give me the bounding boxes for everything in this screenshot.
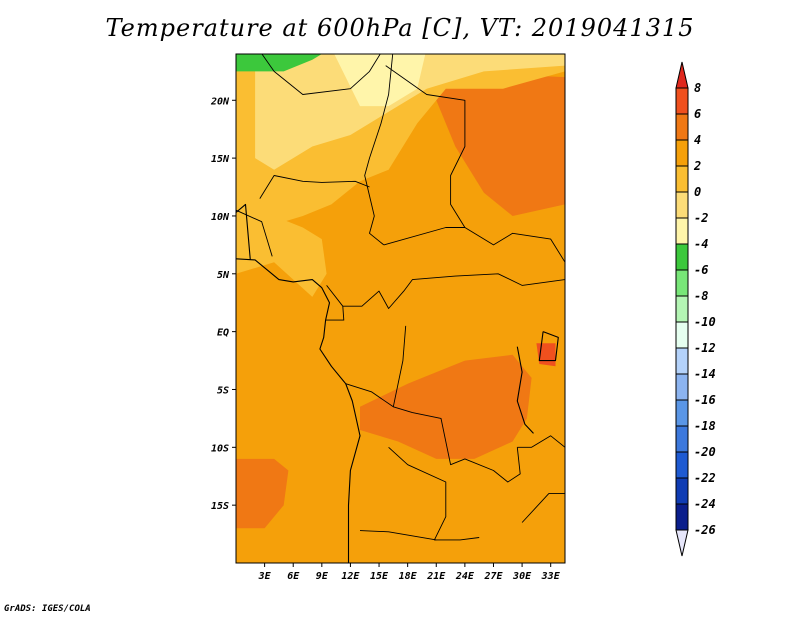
temp-region-west-cool-band (236, 192, 327, 297)
colorbar-bottom-arrow (675, 529, 689, 557)
colorbar-segment (675, 87, 689, 115)
coastline-2 (516, 346, 534, 434)
colorbar-segment (675, 425, 689, 453)
country-border-12 (521, 493, 565, 523)
y-tick-label: 5N (217, 270, 230, 281)
temp-region-north-colder (255, 54, 565, 170)
colorbar-label: 6 (694, 107, 701, 121)
colorbar-label: 0 (694, 185, 701, 199)
colorbar-label: -6 (694, 263, 708, 277)
x-tick-label: 15E (370, 571, 389, 582)
y-tick-label: 5S (217, 385, 229, 396)
x-tick-label: 27E (483, 571, 503, 582)
colorbar-segment (675, 139, 689, 167)
coastline-3 (538, 331, 559, 362)
grads-credit: GrADS: IGES/COLA (4, 604, 91, 614)
y-tick-label: 20N (210, 96, 230, 107)
colorbar-segment (675, 503, 689, 531)
country-border-2 (385, 65, 466, 228)
colorbar-label: -16 (694, 393, 716, 407)
colorbar-label: -26 (694, 523, 716, 537)
colorbar-segment (675, 399, 689, 427)
country-border-8 (345, 383, 521, 483)
x-tick-label: 21E (426, 571, 446, 582)
country-border-6 (383, 227, 565, 263)
x-tick-label: 30E (512, 571, 532, 582)
colorbar-segment (675, 347, 689, 375)
country-border-4 (236, 209, 273, 257)
colorbar: 8 6 4 2 0 -2 -4 -6 -8 -10 -12 -14 -16 -18 -20 -22 -24 -26 (675, 61, 716, 557)
colorbar-segment (675, 165, 689, 193)
x-tick-label: 9E (316, 571, 329, 582)
colorbar-label: -12 (694, 341, 716, 355)
temp-region-southwest-warm (236, 458, 289, 529)
colorbar-label: -20 (694, 445, 716, 459)
colorbar-segment (675, 113, 689, 141)
colorbar-label: 8 (694, 81, 701, 95)
y-tick-label: 10S (211, 443, 229, 454)
colorbar-segment (675, 243, 689, 271)
colorbar-label: -24 (694, 497, 716, 511)
colorbar-segment (675, 191, 689, 219)
x-tick-label: 12E (341, 571, 360, 582)
y-tick-label: 10N (211, 212, 230, 223)
x-tick-label: 6E (287, 571, 300, 582)
colorbar-segment (675, 269, 689, 297)
colorbar-label: 2 (693, 159, 701, 173)
country-border-7 (325, 306, 345, 321)
colorbar-label: -22 (694, 471, 716, 485)
colorbar-label: -2 (694, 211, 708, 225)
plot-frame (235, 53, 566, 564)
y-tick-label: 15N (211, 154, 230, 165)
country-border-9 (388, 446, 480, 541)
colorbar-segment (675, 217, 689, 245)
colorbar-top-arrow (675, 61, 689, 89)
x-tick-label: 24E (455, 571, 475, 582)
country-border-5 (326, 273, 565, 309)
colorbar-label: -10 (694, 315, 716, 329)
colorbar-segment (675, 321, 689, 349)
temp-region-south-center-warm (360, 354, 532, 459)
y-tick-label: 15S (211, 501, 229, 512)
colorbar-segment (675, 477, 689, 505)
map-plot-area (236, 54, 565, 563)
country-border-10 (359, 530, 437, 541)
x-tick-label: 33E (541, 571, 561, 582)
y-tick-label: EQ (217, 328, 229, 339)
colorbar-label: -18 (694, 419, 716, 433)
country-border-1 (364, 54, 394, 246)
temp-region-north-green (236, 54, 322, 72)
country-border-11 (517, 435, 565, 448)
colorbar-label: -8 (694, 289, 708, 303)
temp-region-far-east-pocket (536, 343, 556, 367)
colorbar-label: -4 (694, 237, 708, 251)
colorbar-label: 4 (694, 133, 701, 147)
colorbar-label: -14 (694, 367, 716, 381)
chart-title: Temperature at 600hPa [C], VT: 201904131… (105, 14, 695, 42)
x-tick-label: 18E (399, 571, 418, 582)
coastline-0 (236, 258, 361, 563)
country-border-3 (259, 175, 370, 199)
country-border-0 (261, 54, 381, 95)
coastline-1 (236, 203, 251, 260)
colorbar-segment (675, 451, 689, 479)
colorbar-segment (675, 373, 689, 401)
x-tick-label: 3E (258, 571, 272, 582)
temp-region-north-coldest (334, 54, 426, 107)
country-border-13 (392, 325, 407, 407)
colorbar-segment (675, 295, 689, 323)
